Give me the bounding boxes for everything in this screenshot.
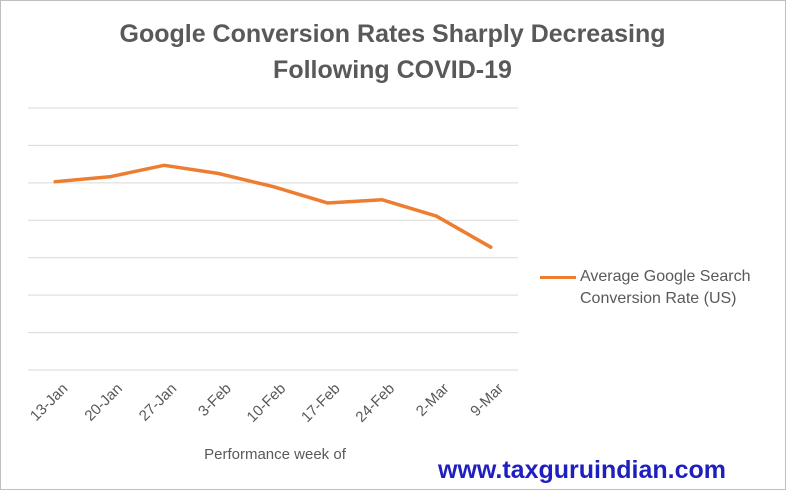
data-point xyxy=(380,198,384,202)
x-tick-label: 2-Mar xyxy=(413,380,453,420)
x-axis-title: Performance week of xyxy=(204,446,346,463)
x-tick-label: 13-Jan xyxy=(27,380,71,424)
x-tick-label: 9-Mar xyxy=(467,380,507,420)
watermark-text: www.taxguruindian.com xyxy=(438,456,726,484)
data-point xyxy=(325,201,329,205)
data-point xyxy=(53,180,57,184)
series-line-0 xyxy=(53,163,493,249)
x-tick-label: 20-Jan xyxy=(81,380,125,424)
legend-swatch-line xyxy=(540,276,576,279)
data-point xyxy=(489,245,493,249)
x-tick-label: 24-Feb xyxy=(352,380,398,426)
x-tick-label: 10-Feb xyxy=(244,380,290,426)
data-point xyxy=(162,163,166,167)
data-point xyxy=(271,185,275,189)
data-point xyxy=(217,172,221,175)
x-tick-label: 27-Jan xyxy=(136,380,180,424)
chart-title: Google Conversion Rates Sharply Decreasi… xyxy=(119,20,666,84)
data-point xyxy=(108,175,112,179)
legend-label: Average Google Search Conversion Rate (U… xyxy=(580,268,751,307)
x-tick-label: 17-Feb xyxy=(298,380,344,426)
data-point xyxy=(434,214,438,218)
x-tick-label: 3-Feb xyxy=(195,380,235,420)
